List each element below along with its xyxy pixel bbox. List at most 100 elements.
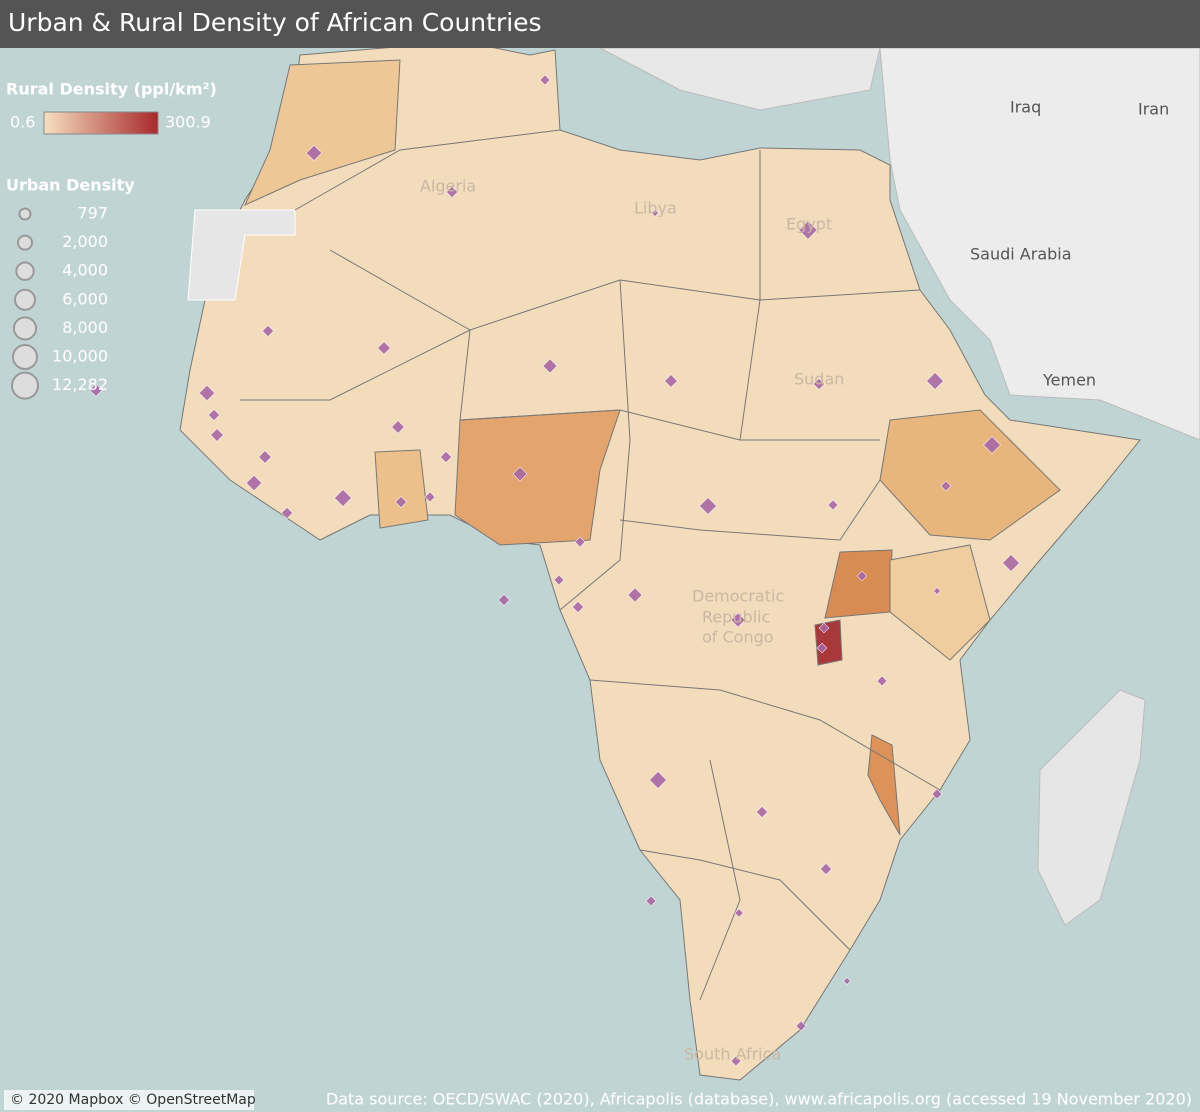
size-swatch (11, 371, 39, 400)
urban-marker (497, 593, 511, 607)
size-label: 6,000 (62, 289, 108, 308)
urban-marker (394, 495, 408, 509)
borders (559, 279, 631, 611)
urban-marker (210, 428, 224, 442)
urban-marker (926, 372, 944, 390)
urban-marker (645, 895, 657, 907)
urban-marker (983, 436, 1001, 454)
place-label: Iraq (1010, 98, 1041, 117)
urban-marker (664, 374, 678, 388)
place-label: Sudan (794, 370, 844, 389)
size-label: 4,000 (62, 261, 108, 280)
urban-marker (818, 622, 830, 634)
borders (589, 679, 941, 791)
size-label: 12,282 (52, 375, 108, 394)
ghana (374, 449, 429, 529)
urban-marker (816, 642, 828, 654)
urban-marker (734, 908, 744, 918)
urban-marker (699, 497, 717, 515)
urban-marker (819, 862, 833, 876)
place-label: Democratic (692, 587, 784, 606)
urban-marker (334, 489, 352, 507)
place-label: Iran (1138, 100, 1169, 119)
source: Data source: OECD/SWAC (2020), Africapol… (326, 1090, 1192, 1109)
urban-marker (627, 587, 643, 603)
place-label: Egypt (786, 215, 832, 234)
madagascar (1037, 689, 1146, 926)
urban-marker (651, 209, 659, 217)
urban-marker (439, 450, 453, 464)
borders (639, 849, 851, 951)
urban-marker (730, 612, 746, 628)
title: Urban & Rural Density of African Countri… (8, 8, 542, 37)
urban-marker (795, 1020, 807, 1032)
urban-marker (445, 185, 459, 199)
morocco (243, 59, 401, 207)
size-label: 10,000 (52, 347, 108, 366)
size-label: 8,000 (62, 318, 108, 337)
urban-marker (207, 408, 221, 422)
africa (179, 44, 1141, 1081)
size-swatch (15, 261, 35, 281)
size-swatch (16, 234, 34, 251)
urban-markers (89, 74, 1020, 1067)
urban-marker (512, 466, 528, 482)
urban-marker (391, 420, 405, 434)
urban-marker (539, 74, 551, 86)
title-bar (0, 0, 1200, 48)
urban-marker (258, 450, 272, 464)
urban-marker (377, 341, 391, 355)
land (179, 44, 1200, 1081)
urban-marker (89, 383, 103, 397)
urban-marker (812, 377, 826, 391)
legend: Rural Density (ppl/km²) 0.6 300.9 Urban … (6, 80, 217, 400)
size-label: 797 (77, 204, 108, 223)
legend-title: Rural Density (ppl/km²) (6, 80, 217, 99)
borders (699, 759, 741, 1001)
place-label: of Congo (702, 628, 774, 647)
urban-marker (649, 771, 667, 789)
map-labels: Iraq Iran Saudi Arabia Yemen Algeria Lib… (420, 98, 1169, 1064)
attribution-bg (4, 1090, 254, 1110)
size-swatch (14, 288, 36, 311)
urban-marker (1002, 554, 1020, 572)
urban-marker (424, 491, 436, 503)
malawi (867, 734, 901, 836)
urban-marker (280, 506, 294, 520)
urban-marker (940, 480, 952, 492)
urban-marker (305, 144, 323, 162)
rwanda-burundi (814, 619, 843, 666)
attribution: © 2020 Mapbox © OpenStreetMap (10, 1092, 256, 1108)
urban-marker (843, 977, 851, 985)
urban-marker (856, 570, 868, 582)
urban-marker (245, 474, 263, 492)
urban-marker (261, 324, 275, 338)
place-label: Yemen (1042, 371, 1096, 390)
urban-marker (198, 384, 216, 402)
urban-marker (553, 574, 565, 586)
size-label: 2,000 (62, 232, 108, 251)
urban-marker (730, 1055, 742, 1067)
size-swatch (12, 316, 38, 341)
urban-marker (571, 600, 585, 614)
legend-min: 0.6 (10, 113, 35, 132)
urban-marker (798, 220, 818, 240)
middle-east (879, 47, 1200, 441)
urban-marker (827, 499, 839, 511)
urban-marker (933, 587, 941, 595)
europe (599, 47, 881, 111)
size-swatch (18, 207, 32, 221)
size-swatch (11, 343, 39, 371)
place-label: Algeria (420, 177, 476, 196)
place-label: Libya (634, 199, 677, 218)
urban-marker (876, 675, 888, 687)
borders (294, 129, 561, 211)
color-ramp (43, 111, 159, 135)
place-label: South Africa (684, 1045, 781, 1064)
urban-marker (755, 805, 769, 819)
place-label: Republic (702, 608, 770, 627)
legend-title: Urban Density (6, 176, 135, 195)
urban-marker (931, 788, 943, 800)
urban-marker (542, 358, 558, 374)
